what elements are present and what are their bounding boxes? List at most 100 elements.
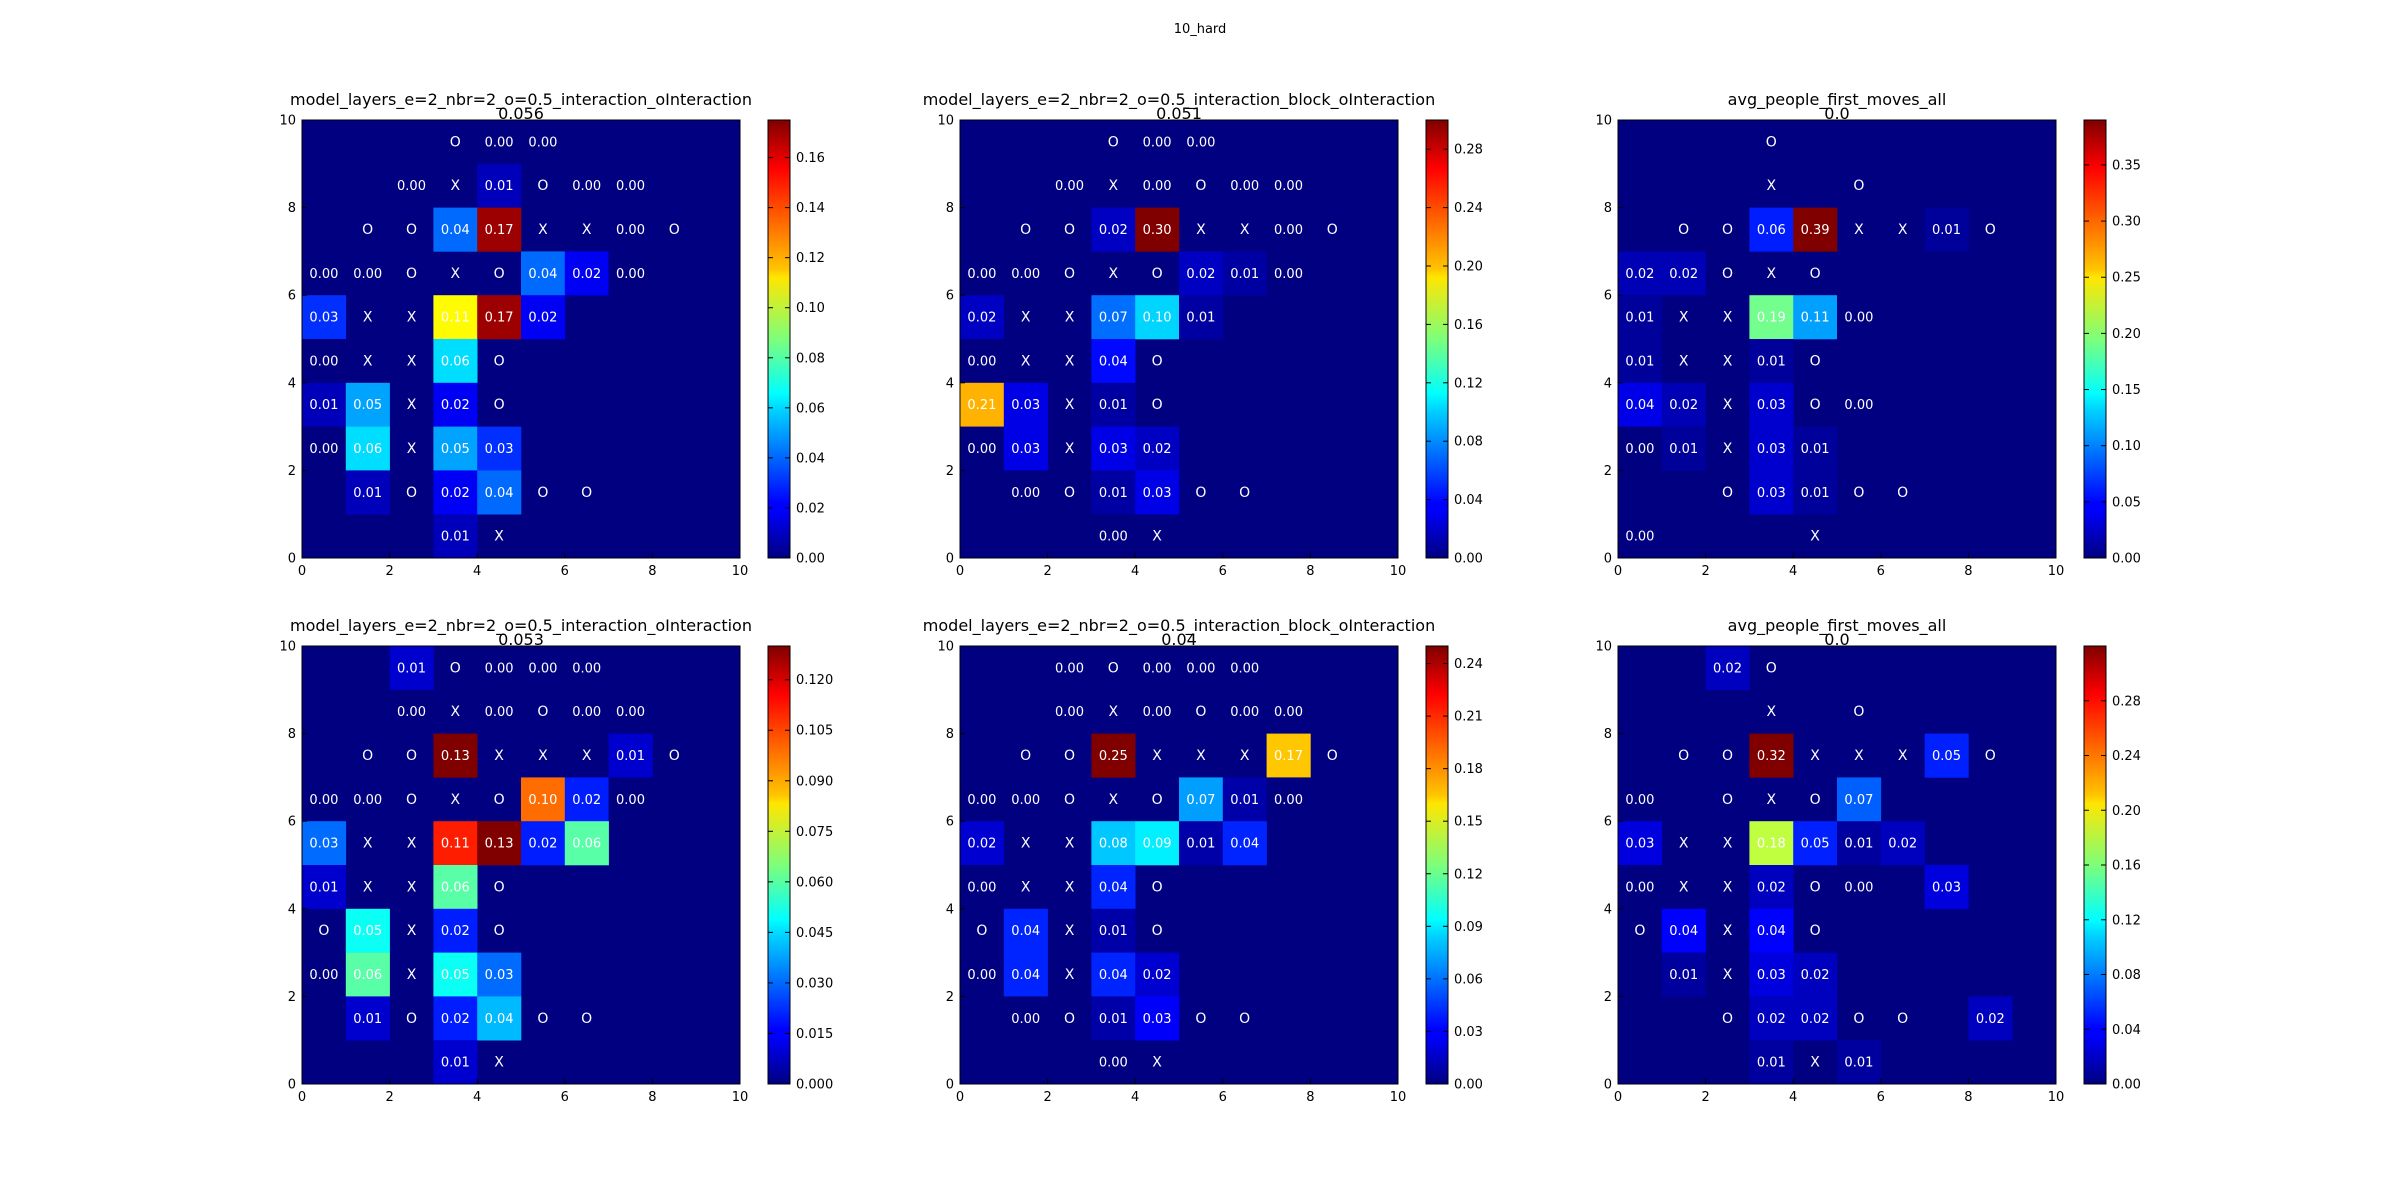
x-tick-label: 8 xyxy=(1306,564,1314,579)
colorbar-tick-label: 0.15 xyxy=(2112,383,2141,398)
heatmap-cell xyxy=(564,689,609,734)
cell-value-label: 0.00 xyxy=(1844,880,1873,895)
o-marker-label: O xyxy=(1722,222,1733,238)
o-marker-label: O xyxy=(494,792,505,808)
heatmap-cell xyxy=(433,426,478,471)
colorbar xyxy=(1425,119,1449,559)
colorbar-tick-label: 0.090 xyxy=(796,774,833,789)
cell-value-label: 0.21 xyxy=(967,398,996,413)
heatmap-cell xyxy=(433,908,478,953)
x-tick-label: 8 xyxy=(1964,1090,1972,1105)
heatmap-cell xyxy=(1135,163,1180,208)
heatmap-cell xyxy=(1091,1040,1136,1085)
colorbar-tick-label: 0.16 xyxy=(796,151,825,166)
heatmap-cell xyxy=(1091,996,1136,1041)
heatmap-cell xyxy=(345,426,390,471)
heatmap-cell xyxy=(302,339,347,384)
heatmap-cell xyxy=(1047,163,1092,208)
y-tick-label: 2 xyxy=(946,464,954,479)
x-tick-label: 2 xyxy=(1701,564,1709,579)
x-tick-label: 6 xyxy=(1877,1090,1885,1105)
y-tick-label: 6 xyxy=(1604,289,1612,304)
x-tick-label: 2 xyxy=(1701,1090,1709,1105)
heatmap-cell xyxy=(1091,514,1136,559)
heatmap-cell xyxy=(1135,470,1180,515)
x-tick-label: 6 xyxy=(1877,564,1885,579)
cell-value-label: 0.04 xyxy=(1230,837,1259,852)
cell-value-label: 0.06 xyxy=(353,442,382,457)
cell-value-label: 0.00 xyxy=(1274,267,1303,282)
cell-value-label: 0.06 xyxy=(441,354,470,369)
cell-value-label: 0.01 xyxy=(353,486,382,501)
y-tick-label: 8 xyxy=(1604,201,1612,216)
heatmap-cell xyxy=(564,777,609,822)
panel-subtitle: 0.051 xyxy=(1156,104,1202,123)
o-marker-label: O xyxy=(1239,1011,1250,1027)
panel-title: avg_people_first_moves_all xyxy=(1728,90,1947,110)
o-marker-label: O xyxy=(1678,222,1689,238)
colorbar-tick-label: 0.21 xyxy=(1454,710,1483,725)
heatmap-cell xyxy=(1749,382,1794,427)
x-marker-label: X xyxy=(1723,879,1733,895)
x-marker-label: X xyxy=(1109,792,1119,808)
colorbar-tick-label: 0.35 xyxy=(2112,158,2141,173)
x-marker-label: X xyxy=(1679,836,1689,852)
heatmap-cell xyxy=(521,821,566,866)
cell-value-label: 0.02 xyxy=(1888,837,1917,852)
o-marker-label: O xyxy=(537,1011,548,1027)
o-marker-label: O xyxy=(1766,660,1777,676)
cell-value-label: 0.02 xyxy=(572,267,601,282)
heatmap-cell xyxy=(1091,382,1136,427)
o-marker-label: O xyxy=(669,748,680,764)
heatmap-cell xyxy=(345,470,390,515)
cell-value-label: 0.00 xyxy=(1143,135,1172,150)
colorbar-tick-label: 0.20 xyxy=(2112,327,2141,342)
heatmap-cell xyxy=(1222,777,1267,822)
o-marker-label: O xyxy=(1152,353,1163,369)
y-tick-label: 8 xyxy=(1604,727,1612,742)
heatmap-cell xyxy=(433,382,478,427)
cell-value-label: 0.05 xyxy=(1932,749,1961,764)
cell-value-label: 0.00 xyxy=(1186,135,1215,150)
colorbar xyxy=(1425,645,1449,1085)
colorbar-tick-label: 0.06 xyxy=(1454,972,1483,987)
heatmap-cell xyxy=(389,163,434,208)
heatmap-cell xyxy=(1618,339,1663,384)
cell-value-label: 0.00 xyxy=(309,968,338,983)
y-tick-label: 2 xyxy=(946,990,954,1005)
y-tick-label: 10 xyxy=(1595,640,1612,655)
x-marker-label: X xyxy=(1767,792,1777,808)
heatmap-cell xyxy=(433,207,478,252)
panel-title: model_layers_e=2_nbr=2_o=0.5_interaction… xyxy=(290,616,752,636)
y-tick-label: 10 xyxy=(937,114,954,129)
cell-value-label: 0.02 xyxy=(1757,1012,1786,1027)
x-marker-label: X xyxy=(1065,836,1075,852)
heatmap-cell xyxy=(1266,251,1311,296)
cell-value-label: 0.00 xyxy=(1011,1012,1040,1027)
y-tick-label: 10 xyxy=(279,114,296,129)
cell-value-label: 0.10 xyxy=(1143,311,1172,326)
cell-value-label: 0.02 xyxy=(1801,1012,1830,1027)
cell-value-label: 0.04 xyxy=(528,267,557,282)
o-marker-label: O xyxy=(1766,134,1777,150)
cell-value-label: 0.00 xyxy=(353,267,382,282)
plot-frame xyxy=(1617,119,2057,559)
panel-title: model_layers_e=2_nbr=2_o=0.5_interaction… xyxy=(923,90,1435,110)
colorbar-tick-label: 0.00 xyxy=(1454,552,1483,567)
o-marker-label: O xyxy=(1722,266,1733,282)
heatmap-cell xyxy=(1091,339,1136,384)
cell-value-label: 0.00 xyxy=(1099,530,1128,545)
cell-value-label: 0.05 xyxy=(1801,837,1830,852)
heatmap-cell xyxy=(1618,865,1663,910)
o-marker-label: O xyxy=(1020,748,1031,764)
heatmap-cell xyxy=(960,821,1005,866)
x-tick-label: 10 xyxy=(1390,564,1407,579)
x-marker-label: X xyxy=(1810,1055,1820,1071)
heatmap-cell xyxy=(389,689,434,734)
heatmap-cell xyxy=(1749,821,1794,866)
o-marker-label: O xyxy=(406,748,417,764)
o-marker-label: O xyxy=(1722,792,1733,808)
heatmap-cell xyxy=(608,207,653,252)
y-tick-label: 4 xyxy=(1604,376,1612,391)
heatmap-cell xyxy=(1266,777,1311,822)
